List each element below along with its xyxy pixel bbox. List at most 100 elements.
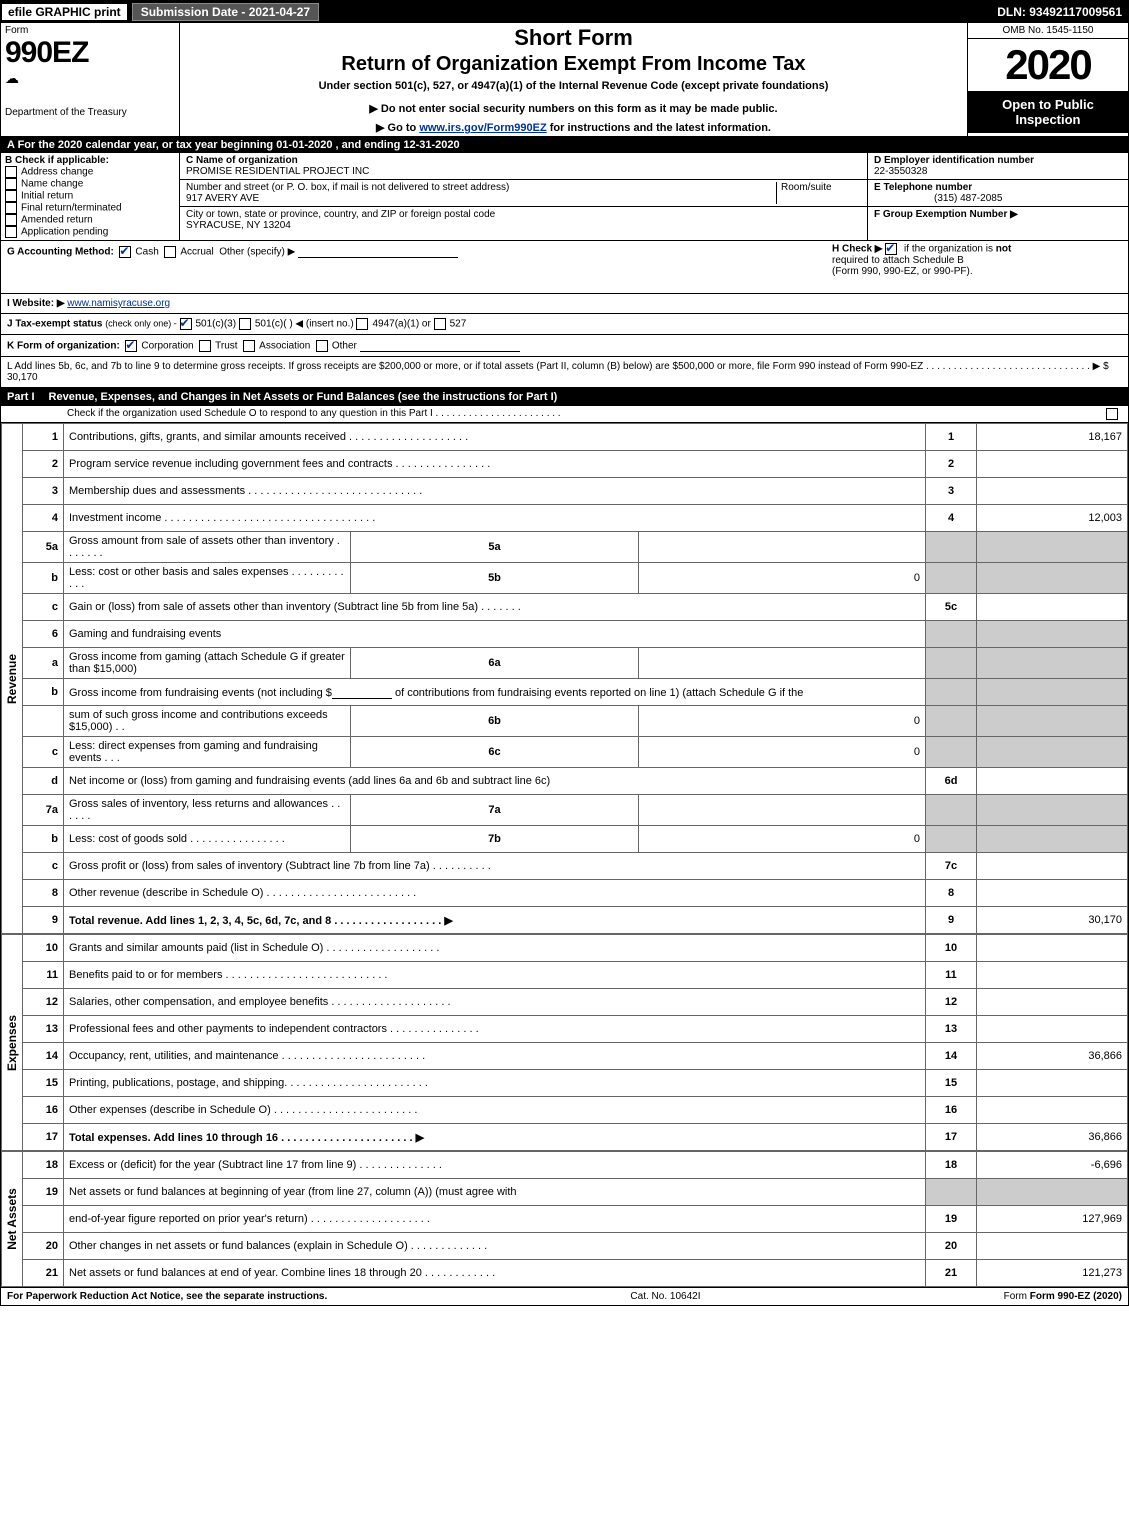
name-change-checkbox[interactable] bbox=[5, 178, 17, 190]
line-1: 1Contributions, gifts, grants, and simil… bbox=[23, 424, 1128, 451]
fundraising-contrib-input[interactable] bbox=[332, 686, 392, 699]
other-method-input[interactable] bbox=[298, 245, 458, 258]
section-j: J Tax-exempt status (check only one) - 5… bbox=[1, 314, 1128, 335]
form-header: Form 990EZ ☁ Department of the Treasury … bbox=[1, 23, 1128, 137]
section-i: I Website: ▶ www.namisyracuse.org bbox=[1, 294, 1128, 314]
other-org-checkbox[interactable] bbox=[316, 340, 328, 352]
telephone: (315) 487-2085 bbox=[874, 193, 1002, 204]
line-14: 14Occupancy, rent, utilities, and mainte… bbox=[23, 1043, 1128, 1070]
net-assets-label: Net Assets bbox=[5, 1188, 19, 1250]
form-word: Form bbox=[5, 25, 175, 36]
address-change-checkbox[interactable] bbox=[5, 166, 17, 178]
org-name: PROMISE RESIDENTIAL PROJECT INC bbox=[186, 166, 369, 177]
irs-link[interactable]: www.irs.gov/Form990EZ bbox=[419, 122, 546, 134]
line-12: 12Salaries, other compensation, and empl… bbox=[23, 989, 1128, 1016]
line-9: 9Total revenue. Add lines 1, 2, 3, 4, 5c… bbox=[23, 907, 1128, 934]
line-11: 11Benefits paid to or for members . . . … bbox=[23, 962, 1128, 989]
section-g-h: G Accounting Method: Cash Accrual Other … bbox=[1, 241, 1128, 294]
page-footer: For Paperwork Reduction Act Notice, see … bbox=[1, 1287, 1128, 1305]
line-6b-pre: bGross income from fundraising events (n… bbox=[23, 679, 1128, 706]
room-suite: Room/suite bbox=[776, 182, 861, 204]
omb-number: OMB No. 1545-1150 bbox=[968, 23, 1128, 39]
line-17: 17Total expenses. Add lines 10 through 1… bbox=[23, 1124, 1128, 1151]
line-a-tax-year: A For the 2020 calendar year, or tax yea… bbox=[1, 137, 1128, 153]
line-7a: 7aGross sales of inventory, less returns… bbox=[23, 795, 1128, 826]
topbar: efile GRAPHIC print Submission Date - 20… bbox=[1, 1, 1128, 23]
dln: DLN: 93492117009561 bbox=[997, 5, 1128, 19]
group-exemption: F Group Exemption Number ▶ bbox=[874, 209, 1018, 220]
trust-checkbox[interactable] bbox=[199, 340, 211, 352]
net-assets-section: Net Assets 18Excess or (deficit) for the… bbox=[1, 1151, 1128, 1287]
part-1-header: Part I Revenue, Expenses, and Changes in… bbox=[1, 388, 1128, 406]
initial-return-checkbox[interactable] bbox=[5, 190, 17, 202]
gross-receipts: 30,170 bbox=[7, 372, 38, 383]
street-address: 917 AVERY AVE bbox=[186, 193, 259, 204]
line-20: 20Other changes in net assets or fund ba… bbox=[23, 1233, 1128, 1260]
corporation-checkbox[interactable] bbox=[125, 340, 137, 352]
efile-print-button[interactable]: efile GRAPHIC print bbox=[1, 3, 128, 21]
line-16: 16Other expenses (describe in Schedule O… bbox=[23, 1097, 1128, 1124]
schedule-b-checkbox[interactable] bbox=[885, 243, 897, 255]
short-form-title: Short Form bbox=[188, 25, 959, 51]
line-7b: bLess: cost of goods sold . . . . . . . … bbox=[23, 826, 1128, 853]
line-13: 13Professional fees and other payments t… bbox=[23, 1016, 1128, 1043]
submission-date: Submission Date - 2021-04-27 bbox=[132, 3, 319, 21]
instructions-line: ▶ Go to www.irs.gov/Form990EZ for instru… bbox=[188, 121, 959, 134]
tax-year: 2020 bbox=[968, 39, 1128, 91]
form-id-footer: Form Form 990-EZ (2020) bbox=[1004, 1291, 1122, 1302]
entity-section: B Check if applicable: Address change Na… bbox=[1, 153, 1128, 241]
line-18: 18Excess or (deficit) for the year (Subt… bbox=[23, 1152, 1128, 1179]
line-21: 21Net assets or fund balances at end of … bbox=[23, 1260, 1128, 1287]
line-5b: bLess: cost or other basis and sales exp… bbox=[23, 563, 1128, 594]
association-checkbox[interactable] bbox=[243, 340, 255, 352]
other-org-input[interactable] bbox=[360, 339, 520, 352]
main-title: Return of Organization Exempt From Incom… bbox=[188, 53, 959, 76]
revenue-section: Revenue 1Contributions, gifts, grants, a… bbox=[1, 423, 1128, 934]
line-19b: end-of-year figure reported on prior yea… bbox=[23, 1206, 1128, 1233]
website-link[interactable]: www.namisyracuse.org bbox=[67, 298, 170, 309]
501c-checkbox[interactable] bbox=[239, 318, 251, 330]
schedule-o-checkbox[interactable] bbox=[1106, 408, 1118, 420]
public-inspection: Open to Public Inspection bbox=[968, 91, 1128, 133]
line-6a: aGross income from gaming (attach Schedu… bbox=[23, 648, 1128, 679]
part-1-check: Check if the organization used Schedule … bbox=[1, 406, 1128, 423]
line-4: 4Investment income . . . . . . . . . . .… bbox=[23, 505, 1128, 532]
527-checkbox[interactable] bbox=[434, 318, 446, 330]
line-2: 2Program service revenue including gover… bbox=[23, 451, 1128, 478]
ein: 22-3550328 bbox=[874, 166, 927, 177]
accrual-checkbox[interactable] bbox=[164, 246, 176, 258]
expenses-section: Expenses 10Grants and similar amounts pa… bbox=[1, 934, 1128, 1151]
line-3: 3Membership dues and assessments . . . .… bbox=[23, 478, 1128, 505]
irs-logo-icon: ☁ bbox=[5, 70, 175, 87]
final-return-checkbox[interactable] bbox=[5, 202, 17, 214]
section-k: K Form of organization: Corporation Trus… bbox=[1, 335, 1128, 357]
section-h: H Check ▶ if the organization is not req… bbox=[832, 243, 1122, 277]
line-8: 8Other revenue (describe in Schedule O) … bbox=[23, 880, 1128, 907]
ssn-warning: ▶ Do not enter social security numbers o… bbox=[188, 102, 959, 115]
section-b: B Check if applicable: Address change Na… bbox=[1, 153, 180, 240]
amended-return-checkbox[interactable] bbox=[5, 214, 17, 226]
line-6c: cLess: direct expenses from gaming and f… bbox=[23, 737, 1128, 768]
paperwork-notice: For Paperwork Reduction Act Notice, see … bbox=[7, 1291, 327, 1302]
cash-checkbox[interactable] bbox=[119, 246, 131, 258]
line-10: 10Grants and similar amounts paid (list … bbox=[23, 935, 1128, 962]
catalog-number: Cat. No. 10642I bbox=[630, 1291, 700, 1302]
line-7c: cGross profit or (loss) from sales of in… bbox=[23, 853, 1128, 880]
line-15: 15Printing, publications, postage, and s… bbox=[23, 1070, 1128, 1097]
application-pending-checkbox[interactable] bbox=[5, 226, 17, 238]
section-c: C Name of organization PROMISE RESIDENTI… bbox=[180, 153, 867, 240]
4947-checkbox[interactable] bbox=[356, 318, 368, 330]
city-state-zip: SYRACUSE, NY 13204 bbox=[186, 220, 291, 231]
501c3-checkbox[interactable] bbox=[180, 318, 192, 330]
form-number: 990EZ bbox=[5, 36, 175, 70]
department: Department of the Treasury bbox=[5, 107, 175, 118]
line-5a: 5aGross amount from sale of assets other… bbox=[23, 532, 1128, 563]
line-5c: cGain or (loss) from sale of assets othe… bbox=[23, 594, 1128, 621]
line-6: 6Gaming and fundraising events bbox=[23, 621, 1128, 648]
section-d-e-f: D Employer identification number 22-3550… bbox=[867, 153, 1128, 240]
section-l: L Add lines 5b, 6c, and 7b to line 9 to … bbox=[1, 357, 1128, 388]
line-6d: dNet income or (loss) from gaming and fu… bbox=[23, 768, 1128, 795]
line-19a: 19Net assets or fund balances at beginni… bbox=[23, 1179, 1128, 1206]
line-6b: sum of such gross income and contributio… bbox=[23, 706, 1128, 737]
expenses-label: Expenses bbox=[5, 1014, 19, 1070]
